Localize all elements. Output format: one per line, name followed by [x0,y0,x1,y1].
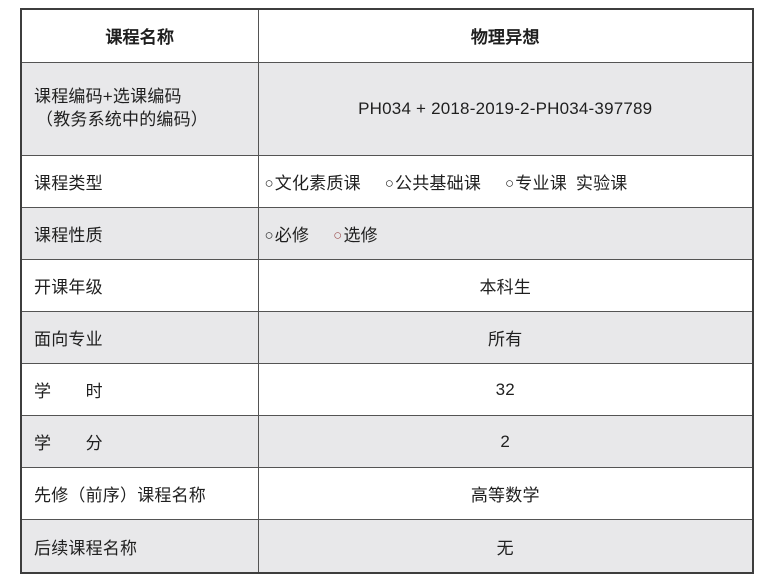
table-row-prerequisite-courses: 先修（前序）课程名称 高等数学 [20,467,754,521]
grade-label: 开课年级 [20,259,259,313]
course-title-value: 物理异想 [257,8,754,63]
course-info-table: 课程名称 物理异想 课程编码+选课编码 （教务系统中的编码） PH034 + 2… [20,8,754,574]
option-label: 必修 [274,226,310,246]
course-nature-options: ○必修 ○选修 [257,207,754,261]
course-name-header-label: 课程名称 [20,8,259,63]
option-label: 实验课 [575,174,628,194]
option-elective[interactable]: ○选修 [333,226,378,245]
followup-courses-value: 无 [257,519,754,574]
table-row-target-majors: 面向专业 所有 [20,311,754,365]
table-row-credits: 学 分 2 [20,415,754,469]
table-row-class-hours: 学 时 32 [20,363,754,417]
option-label: 文化素质课 [274,174,361,194]
option-compulsory[interactable]: ○必修 [265,226,310,245]
table-row-grade: 开课年级 本科生 [20,259,754,313]
course-type-label: 课程类型 [20,155,259,209]
course-code-value: PH034 + 2018-2019-2-PH034-397789 [257,61,754,157]
table-row-course-nature: 课程性质 ○必修 ○选修 [20,207,754,261]
radio-circle-icon: ○ [384,175,395,193]
radio-circle-icon: ○ [264,227,274,245]
course-code-label: 课程编码+选课编码 （教务系统中的编码） [20,61,259,157]
prerequisite-courses-value: 高等数学 [257,467,754,521]
credits-value: 2 [257,415,754,469]
course-type-options: ○文化素质课 ○公共基础课 ○专业课 实验课 [257,155,754,209]
option-major-course[interactable]: ○专业课 [505,174,567,193]
prerequisite-courses-label: 先修（前序）课程名称 [20,467,259,521]
table-row-course-name: 课程名称 物理异想 [20,8,754,63]
radio-circle-icon-selected: ○ [333,227,343,245]
course-nature-label: 课程性质 [20,207,259,261]
option-label: 专业课 [515,174,567,194]
course-code-label-line2: （教务系统中的编码） [36,109,208,129]
option-culture-quality-course[interactable]: ○文化素质课 [265,174,361,193]
option-label: 选修 [343,226,378,246]
class-hours-label: 学 时 [20,363,259,417]
course-info-table-container: 课程名称 物理异想 课程编码+选课编码 （教务系统中的编码） PH034 + 2… [20,8,754,574]
followup-courses-label: 后续课程名称 [20,519,259,574]
option-experiment-course[interactable]: 实验课 [576,174,628,193]
table-row-followup-courses: 后续课程名称 无 [20,519,754,574]
table-row-course-type: 课程类型 ○文化素质课 ○公共基础课 ○专业课 实验课 [20,155,754,209]
option-public-basic-course[interactable]: ○公共基础课 [385,174,481,193]
grade-value: 本科生 [257,259,754,313]
credits-label: 学 分 [20,415,259,469]
radio-circle-icon: ○ [505,175,515,193]
class-hours-value: 32 [257,363,754,417]
target-majors-label: 面向专业 [20,311,259,365]
course-code-label-line1: 课程编码+选课编码 [34,86,182,106]
radio-circle-icon: ○ [264,175,274,193]
option-label: 公共基础课 [395,174,482,194]
target-majors-value: 所有 [257,311,754,365]
table-row-course-code: 课程编码+选课编码 （教务系统中的编码） PH034 + 2018-2019-2… [20,61,754,157]
